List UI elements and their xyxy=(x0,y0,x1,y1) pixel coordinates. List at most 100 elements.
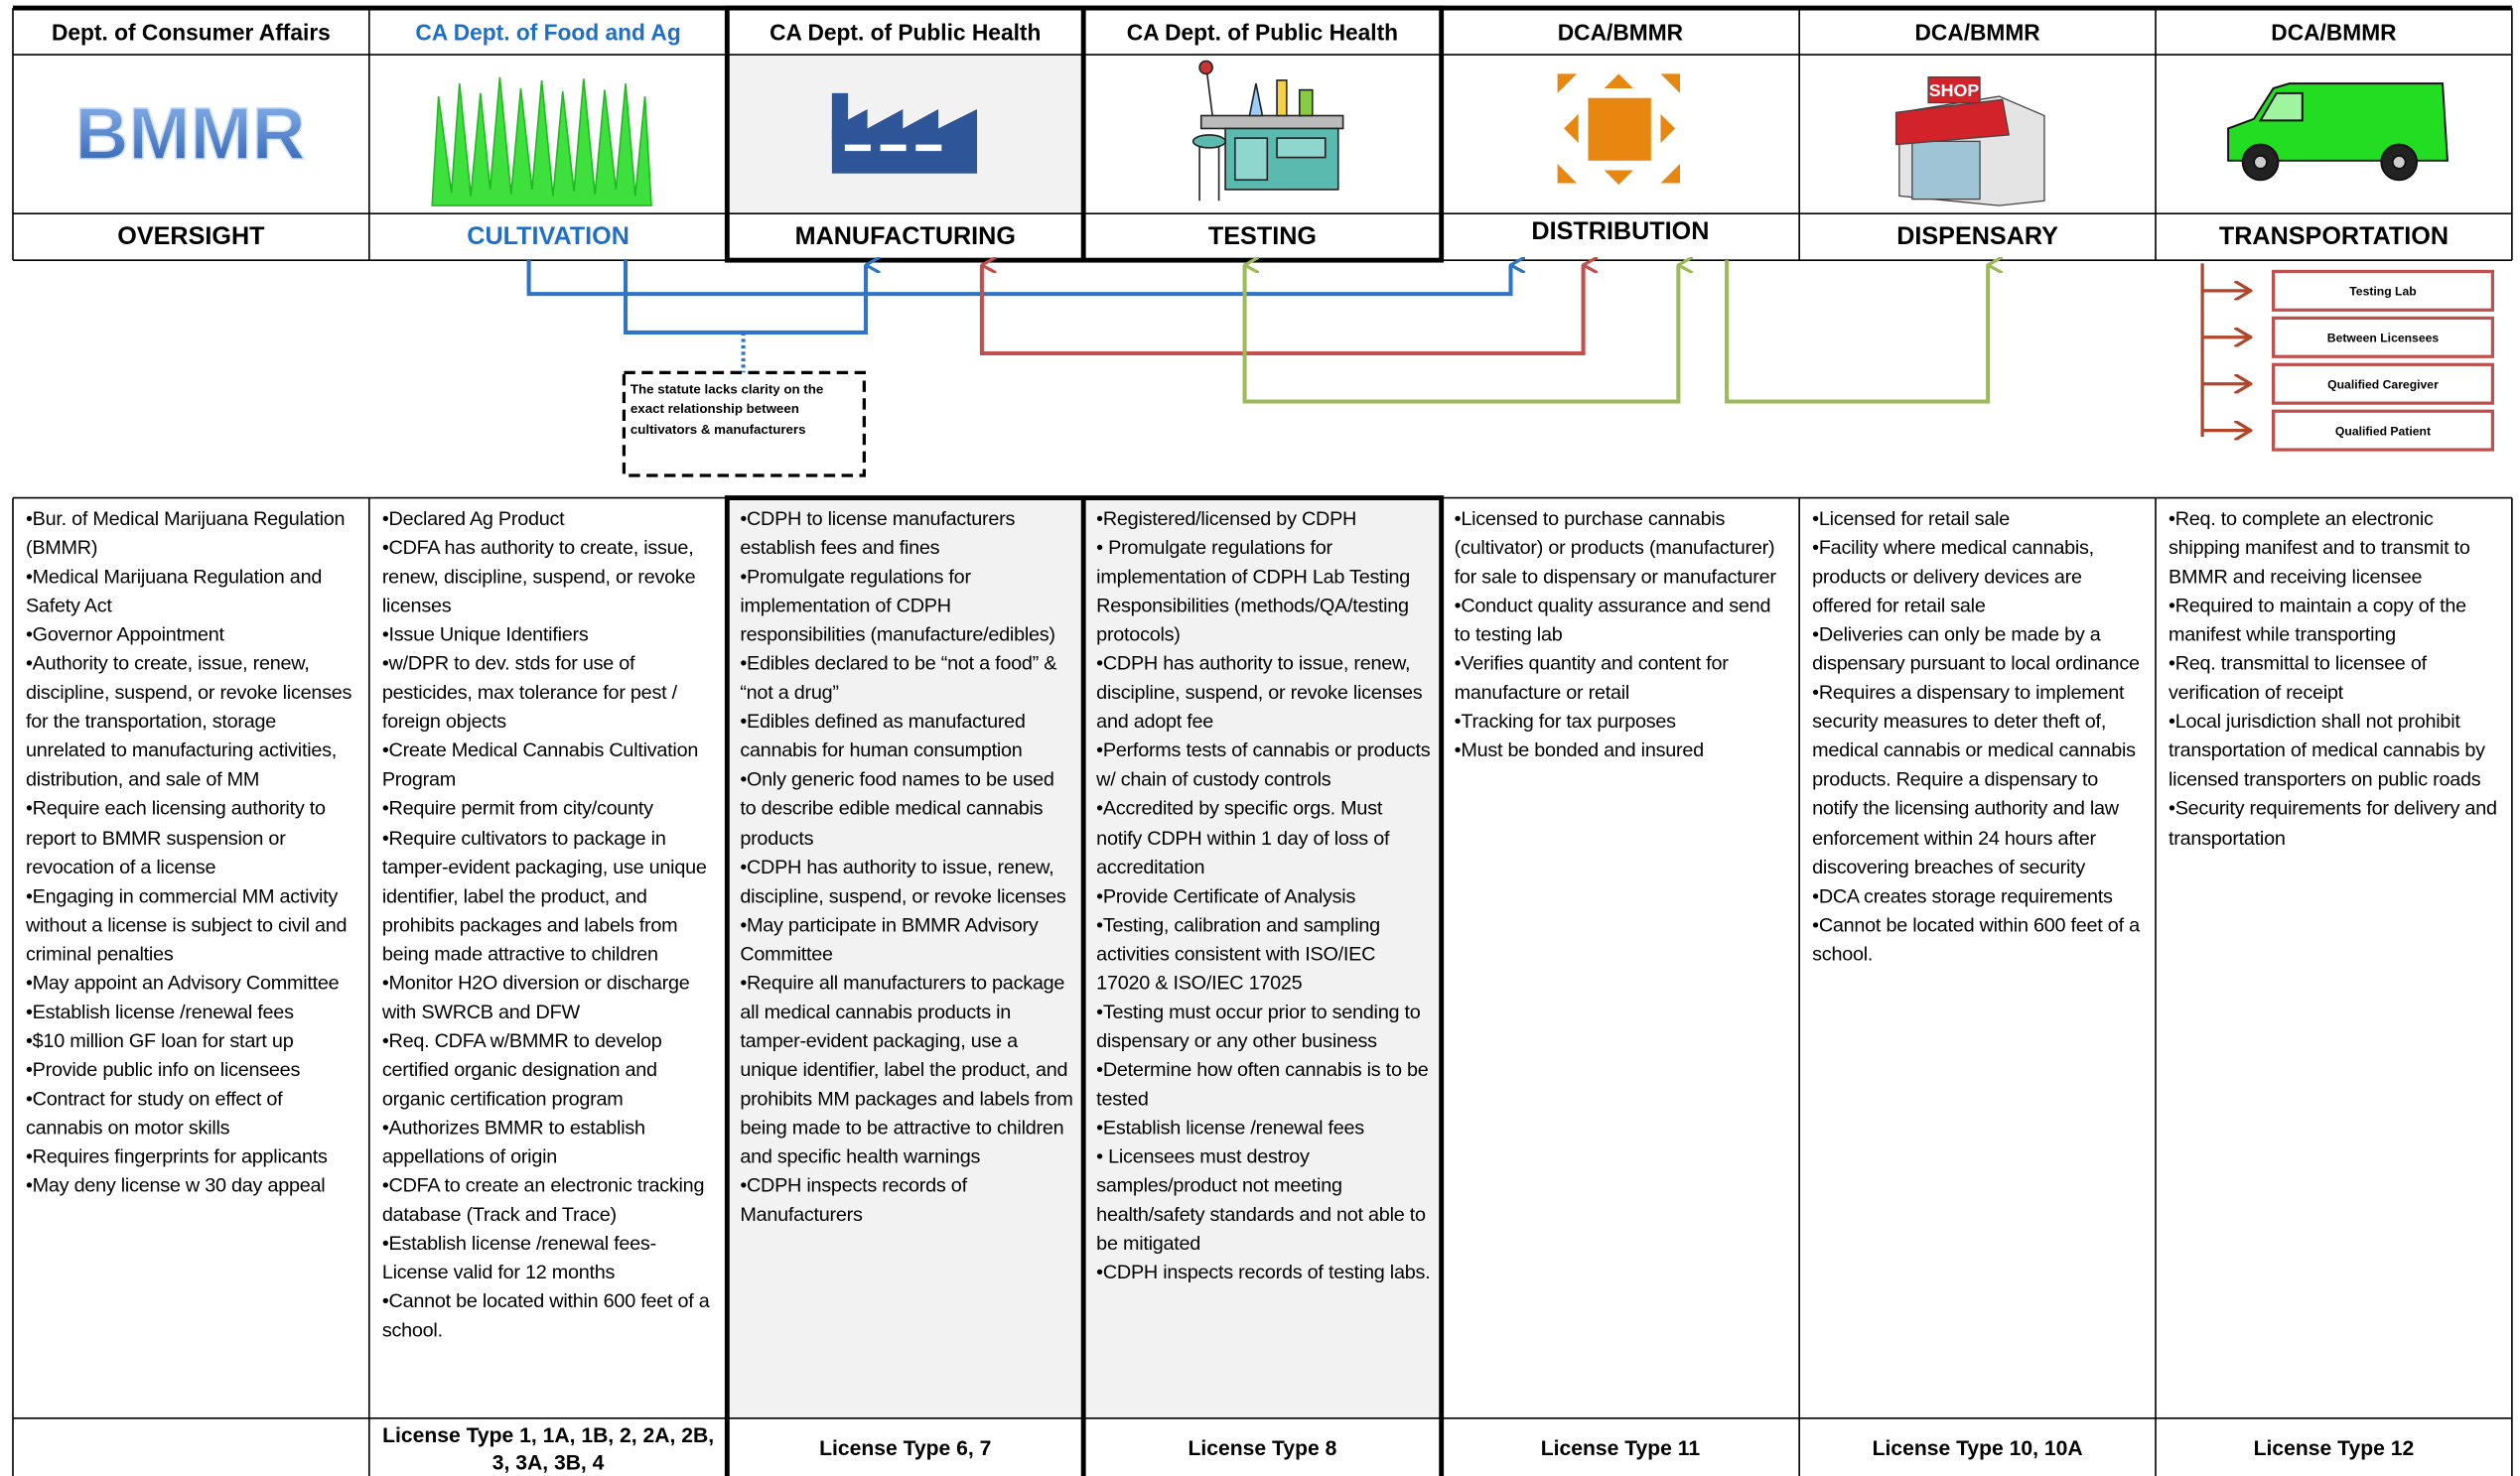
bullet-item: •CDPH inspects records of Manufacturers xyxy=(740,1173,967,1226)
bullet-item: •Verifies quantity and content for manuf… xyxy=(1454,652,1729,705)
transport-target: Qualified Patient xyxy=(2334,423,2432,438)
bullet-item: •Testing must occur prior to sending to … xyxy=(1096,1000,1421,1052)
bullet-item: •Licensed to purchase cannabis (cultivat… xyxy=(1454,507,1776,589)
column-title: OVERSIGHT xyxy=(117,222,265,251)
bullet-item: •Establish license /renewal fees- Licens… xyxy=(381,1232,656,1284)
agency: Dept. of Consumer Affairs xyxy=(51,19,331,46)
bullet-item: •Tracking for tax purposes xyxy=(1454,710,1676,734)
agency: DCA/BMMR xyxy=(2271,19,2397,46)
column-title: CULTIVATION xyxy=(467,222,630,251)
bullet-item: •Registered/licensed by CDPH xyxy=(1096,507,1357,530)
bullet-item: •Issue Unique Identifiers xyxy=(381,623,589,646)
column-title: TRANSPORTATION xyxy=(2218,222,2450,251)
bullet-item: •CDPH has authority to issue, renew, dis… xyxy=(1096,652,1423,734)
transport-target: Qualified Caregiver xyxy=(2327,376,2439,392)
agency: DCA/BMMR xyxy=(1914,19,2040,46)
bullet-item: •Requires a dispensary to implement secu… xyxy=(1812,681,2136,878)
bullet-item: •Facility where medical cannabis, produc… xyxy=(1812,536,2094,617)
bullet-item: •Establish license /renewal fees xyxy=(25,1000,294,1023)
bullet-item: •Monitor H2O diversion or discharge with… xyxy=(381,971,690,1023)
column-title: MANUFACTURING xyxy=(794,222,1016,251)
transport-arrows xyxy=(2200,263,2251,437)
bullet-item: •Security requirements for delivery and … xyxy=(2169,797,2497,850)
logo: BMMR xyxy=(74,92,305,175)
shop-icon: SHOP xyxy=(1894,76,2045,206)
bullet-item: •CDPH to license manufacturers establish… xyxy=(740,507,1016,560)
distribution-icon xyxy=(1557,73,1680,186)
bullet-item: •Req. transmittal to licensee of verific… xyxy=(2169,652,2427,705)
bullet-item: •Local jurisdiction shall not prohibit t… xyxy=(2169,710,2485,791)
agency: CA Dept. of Food and Ag xyxy=(415,19,681,46)
bullet-item: •Required to maintain a copy of the mani… xyxy=(2169,594,2466,646)
bullet-item: •Deliveries can only be made by a dispen… xyxy=(1812,623,2140,675)
bullet-item: •Promulgate regulations for implementati… xyxy=(740,565,1055,646)
bullet-item: • Promulgate regulations for implementat… xyxy=(1096,536,1411,646)
bullet-item: •Performs tests of cannabis or products … xyxy=(1096,738,1431,791)
bullet-item: •Create Medical Cannabis Cultivation Pro… xyxy=(381,738,699,791)
bullet-item: •DCA creates storage requirements xyxy=(1812,883,2113,907)
column-title: DISPENSARY xyxy=(1896,222,2058,251)
bullet-item: •Contract for study on effect of cannabi… xyxy=(25,1087,283,1140)
license-type: License Type 8 xyxy=(1188,1435,1337,1460)
column-title: TESTING xyxy=(1207,222,1317,251)
bullet-item: •Licensed for retail sale xyxy=(1812,507,2011,530)
license-type: License Type 12 xyxy=(2253,1435,2415,1460)
bullet-item: •Edibles defined as manufactured cannabi… xyxy=(740,710,1026,762)
bullet-item: •Require all manufacturers to package al… xyxy=(740,971,1073,1168)
column-text: •Req. to complete an electronic shipping… xyxy=(2156,499,2512,1416)
bullet-item: •May deny license w 30 day appeal xyxy=(25,1173,326,1197)
bullet-item: •Accredited by specific orgs. Must notif… xyxy=(1096,797,1390,878)
bullet-item: •Provide public info on licensees xyxy=(25,1058,301,1081)
bullet-item: •CDFA to create an electronic tracking d… xyxy=(381,1173,705,1226)
bullet-item: •Require permit from city/county xyxy=(381,797,653,820)
truck-icon xyxy=(2227,82,2449,182)
grass-icon xyxy=(431,76,652,206)
bullet-item: •CDFA has authority to create, issue, re… xyxy=(381,536,696,617)
bullet-item: •Conduct quality assurance and send to t… xyxy=(1454,594,1771,646)
bullet-item: •CDPH has authority to issue, renew, dis… xyxy=(740,855,1066,907)
license-type: License Type 10, 10A xyxy=(1872,1435,2083,1460)
license-type: License Type 6, 7 xyxy=(819,1435,992,1460)
bullet-item: •Req. CDFA w/BMMR to develop certified o… xyxy=(381,1028,662,1111)
transport-target: Between Licensees xyxy=(2326,330,2440,345)
bullet-item: •May appoint an Advisory Committee xyxy=(25,971,340,995)
column-text: •Bur. of Medical Marijuana Regulation (B… xyxy=(13,499,369,1416)
factory-icon xyxy=(831,92,978,174)
bullet-item: •Cannot be located within 600 feet of a … xyxy=(1812,913,2140,965)
transport-boxes xyxy=(2271,269,2495,452)
bullet-item: • Licensees must destroy samples/product… xyxy=(1096,1144,1426,1256)
bullet-item: •Provide Certificate of Analysis xyxy=(1096,883,1356,907)
transport-target: Testing Lab xyxy=(2349,283,2417,299)
license-type: License Type 11 xyxy=(1540,1435,1701,1460)
bullet-item: •Determine how often cannabis is to be t… xyxy=(1096,1058,1429,1111)
bullet-item: •$10 million GF loan for start up xyxy=(25,1028,294,1052)
bullet-item: •Only generic food names to be used to d… xyxy=(740,768,1054,850)
bullet-item: •CDPH inspects records of testing labs. xyxy=(1096,1261,1431,1284)
bullet-item: •Require cultivators to package in tampe… xyxy=(381,826,707,965)
bullet-item: •Authority to create, issue, renew, disc… xyxy=(25,652,352,791)
flow-arrows xyxy=(526,260,1989,404)
column-text: •Registered/licensed by CDPH • Promulgate… xyxy=(1083,499,1441,1416)
license-type: License Type 1, 1A, 1B, 2, 2A, 2B, 3, 3A… xyxy=(382,1421,715,1474)
note-box xyxy=(622,370,866,477)
bullet-item: •w/DPR to dev. stds for use of pesticide… xyxy=(381,652,677,734)
bullet-item: •Medical Marijuana Regulation and Safety… xyxy=(25,565,323,617)
column-text: •Licensed to purchase cannabis (cultivat… xyxy=(1442,499,1799,1416)
bullet-item: •Testing, calibration and sampling activ… xyxy=(1096,913,1380,995)
column-title: DISTRIBUTION xyxy=(1531,218,1710,246)
bullet-item: •Req. to complete an electronic shipping… xyxy=(2169,507,2470,589)
column-text: •CDPH to license manufacturers establish… xyxy=(727,499,1083,1416)
agency: CA Dept. of Public Health xyxy=(770,19,1042,46)
bullet-item: •Must be bonded and insured xyxy=(1454,738,1704,762)
agency: CA Dept. of Public Health xyxy=(1126,19,1399,46)
bullet-item: •May participate in BMMR Advisory Commit… xyxy=(740,913,1039,965)
bullet-item: •Governor Appointment xyxy=(25,623,224,646)
bullet-item: •Cannot be located within 600 feet of a … xyxy=(381,1289,710,1342)
column-text: •Licensed for retail sale •Facility where… xyxy=(1799,499,2156,1416)
agency: DCA/BMMR xyxy=(1557,19,1684,46)
bullet-item: •Bur. of Medical Marijuana Regulation (B… xyxy=(25,507,346,560)
note: The statute lacks clarity on the exact r… xyxy=(630,382,824,437)
bullet-item: •Require each licensing authority to rep… xyxy=(25,797,326,878)
